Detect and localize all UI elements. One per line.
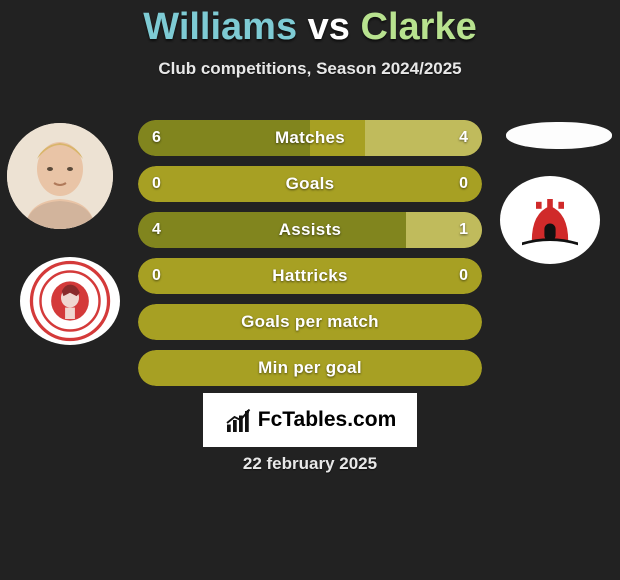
brand-text: FcTables.com [258,408,397,432]
stat-value-left: 0 [152,166,161,202]
stat-label: Goals [138,166,482,202]
stat-value-right: 4 [459,120,468,156]
stat-label: Min per goal [138,350,482,386]
brand-box[interactable]: FcTables.com [203,393,417,447]
player-left-avatar [7,123,113,229]
stat-value-left: 4 [152,212,161,248]
red-tower-badge-icon [515,185,585,255]
stat-row-matches: Matches6 4 [138,120,482,156]
stat-value-right: 1 [459,212,468,248]
stat-label: Assists [138,212,482,248]
stat-value-left: 6 [152,120,161,156]
date-text: 22 february 2025 [0,454,620,474]
title-vs: vs [308,6,350,48]
stat-value-right: 0 [459,166,468,202]
stat-row-goals: Goals0 0 [138,166,482,202]
hemel-hempstead-badge-icon [29,260,111,342]
stat-row-min-per-goal: Min per goal [138,350,482,386]
stat-row-assists: Assists4 1 [138,212,482,248]
stat-label: Goals per match [138,304,482,340]
stat-label: Matches [138,120,482,156]
player-headshot-icon [7,123,113,229]
player-right-club-badge [500,176,600,264]
stat-row-goals-per-match: Goals per match [138,304,482,340]
stat-label: Hattricks [138,258,482,294]
title-right-name: Clarke [361,6,477,48]
stat-value-left: 0 [152,258,161,294]
comparison-bars: Matches64Goals00Assists41Hattricks00Goal… [138,120,482,396]
stat-value-right: 0 [459,258,468,294]
title-left-name: Williams [143,6,297,48]
subtitle: Club competitions, Season 2024/2025 [0,59,620,79]
player-left-club-badge [20,257,120,345]
stat-row-hattricks: Hattricks0 0 [138,258,482,294]
page-title: Williams vs Clarke [0,0,620,49]
player-right-avatar [506,122,612,149]
fctables-logo-icon [224,405,254,435]
